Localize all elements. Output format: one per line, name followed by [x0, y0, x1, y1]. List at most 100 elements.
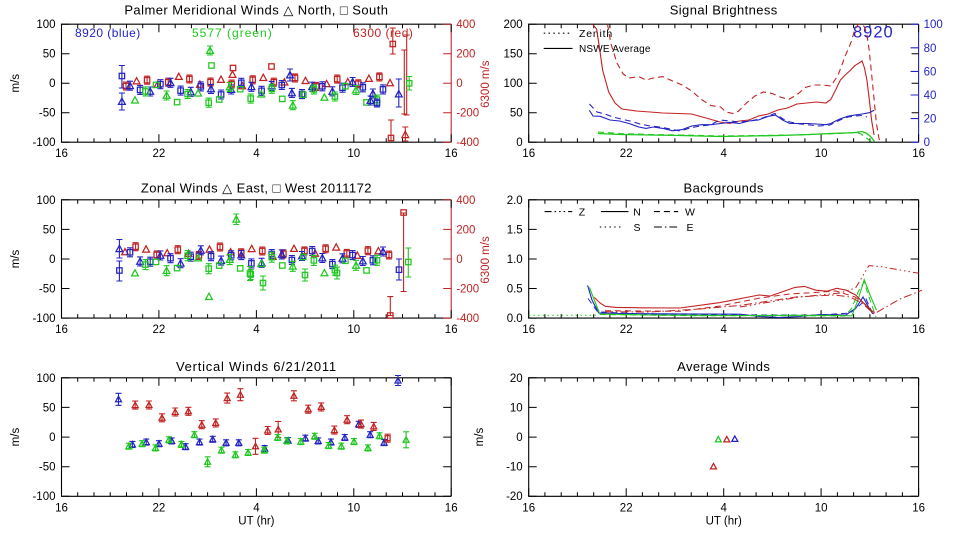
svg-text:100: 100 [924, 19, 943, 31]
svg-text:16: 16 [522, 324, 535, 336]
svg-text:Signal Brightness: Signal Brightness [670, 3, 778, 18]
svg-text:S: S [633, 222, 640, 234]
svg-text:UT (hr): UT (hr) [706, 515, 742, 527]
svg-text:100: 100 [36, 19, 55, 31]
svg-text:m/s: m/s [10, 428, 22, 447]
svg-text:Zenith: Zenith [579, 28, 613, 40]
svg-text:-20: -20 [506, 491, 523, 503]
svg-text:4: 4 [720, 148, 727, 160]
svg-text:1.5: 1.5 [507, 224, 523, 236]
svg-text:16: 16 [445, 148, 458, 160]
svg-text:m/s: m/s [10, 74, 22, 93]
svg-text:16: 16 [445, 324, 458, 336]
svg-text:50: 50 [43, 49, 56, 61]
svg-text:16: 16 [522, 502, 535, 514]
svg-text:22: 22 [620, 148, 633, 160]
svg-text:-10: -10 [506, 462, 523, 474]
svg-text:80: 80 [924, 43, 937, 55]
svg-text:4: 4 [720, 324, 727, 336]
svg-text:100: 100 [504, 78, 523, 90]
svg-text:10: 10 [347, 324, 360, 336]
svg-text:16: 16 [912, 502, 925, 514]
svg-text:400: 400 [456, 19, 475, 31]
svg-text:Z: Z [579, 207, 586, 219]
svg-text:10: 10 [815, 148, 828, 160]
svg-text:200: 200 [504, 19, 523, 31]
svg-text:Vertical Winds 6/21/2011: Vertical Winds 6/21/2011 [176, 359, 337, 374]
svg-text:4: 4 [253, 502, 260, 514]
svg-text:0: 0 [49, 432, 55, 444]
svg-text:100: 100 [36, 373, 55, 385]
svg-text:0: 0 [456, 78, 462, 90]
svg-text:16: 16 [445, 502, 458, 514]
svg-text:-200: -200 [456, 108, 479, 120]
svg-text:2.0: 2.0 [507, 195, 523, 207]
svg-text:0: 0 [49, 254, 55, 266]
svg-text:150: 150 [504, 49, 523, 61]
svg-text:22: 22 [620, 502, 633, 514]
svg-text:6300 m/s: 6300 m/s [480, 236, 492, 284]
svg-text:0.0: 0.0 [507, 313, 523, 325]
svg-text:-400: -400 [456, 313, 479, 325]
svg-text:10: 10 [347, 148, 360, 160]
svg-text:22: 22 [153, 502, 166, 514]
svg-text:0: 0 [49, 78, 55, 90]
svg-text:0: 0 [924, 137, 930, 149]
svg-text:m/s: m/s [474, 428, 486, 447]
svg-text:6300 (red): 6300 (red) [353, 26, 413, 40]
svg-text:-50: -50 [39, 108, 56, 120]
svg-text:6300 m/s: 6300 m/s [480, 60, 492, 108]
svg-text:m/s: m/s [10, 249, 22, 268]
svg-text:200: 200 [456, 49, 475, 61]
svg-text:4: 4 [253, 324, 260, 336]
svg-text:W: W [685, 207, 695, 219]
svg-text:4: 4 [720, 502, 727, 514]
svg-text:Average Winds: Average Winds [677, 359, 770, 374]
svg-text:5577 (green): 5577 (green) [192, 26, 273, 40]
svg-text:16: 16 [522, 148, 535, 160]
svg-text:4: 4 [253, 148, 260, 160]
svg-text:200: 200 [456, 224, 475, 236]
svg-text:0.5: 0.5 [507, 284, 523, 296]
svg-text:-100: -100 [32, 137, 55, 149]
svg-text:10: 10 [347, 502, 360, 514]
svg-text:20: 20 [924, 114, 937, 126]
svg-text:20: 20 [510, 373, 523, 385]
svg-text:10: 10 [815, 502, 828, 514]
svg-text:-50: -50 [39, 462, 56, 474]
svg-text:60: 60 [924, 66, 937, 78]
svg-text:Backgrounds: Backgrounds [684, 181, 764, 196]
svg-text:Zonal Winds △ East, □ West 201: Zonal Winds △ East, □ West 2011172 [141, 181, 372, 196]
svg-text:16: 16 [912, 148, 925, 160]
svg-text:100: 100 [36, 195, 55, 207]
svg-text:NSWE Average: NSWE Average [579, 44, 651, 55]
svg-text:16: 16 [55, 324, 68, 336]
svg-text:N: N [633, 207, 641, 219]
svg-text:16: 16 [55, 502, 68, 514]
svg-text:10: 10 [815, 324, 828, 336]
svg-text:16: 16 [912, 324, 925, 336]
svg-text:16: 16 [55, 148, 68, 160]
svg-text:8920: 8920 [853, 24, 894, 42]
svg-text:50: 50 [43, 402, 56, 414]
svg-text:50: 50 [510, 108, 523, 120]
svg-text:UT (hr): UT (hr) [238, 515, 274, 527]
svg-text:400: 400 [456, 195, 475, 207]
svg-text:22: 22 [620, 324, 633, 336]
svg-text:-200: -200 [456, 284, 479, 296]
svg-text:22: 22 [153, 324, 166, 336]
svg-text:50: 50 [43, 224, 56, 236]
svg-text:8920 (blue): 8920 (blue) [75, 26, 141, 40]
svg-text:0: 0 [516, 432, 522, 444]
svg-text:-400: -400 [456, 137, 479, 149]
svg-text:-50: -50 [39, 284, 56, 296]
svg-text:1.0: 1.0 [507, 254, 523, 266]
svg-text:Palmer Meridional Winds △ Nort: Palmer Meridional Winds △ North, □ South [124, 3, 388, 18]
svg-text:10: 10 [510, 402, 523, 414]
svg-text:-100: -100 [32, 491, 55, 503]
svg-text:E: E [686, 222, 693, 234]
svg-text:-100: -100 [32, 313, 55, 325]
svg-text:0: 0 [516, 137, 522, 149]
svg-text:40: 40 [924, 90, 937, 102]
svg-text:22: 22 [153, 148, 166, 160]
